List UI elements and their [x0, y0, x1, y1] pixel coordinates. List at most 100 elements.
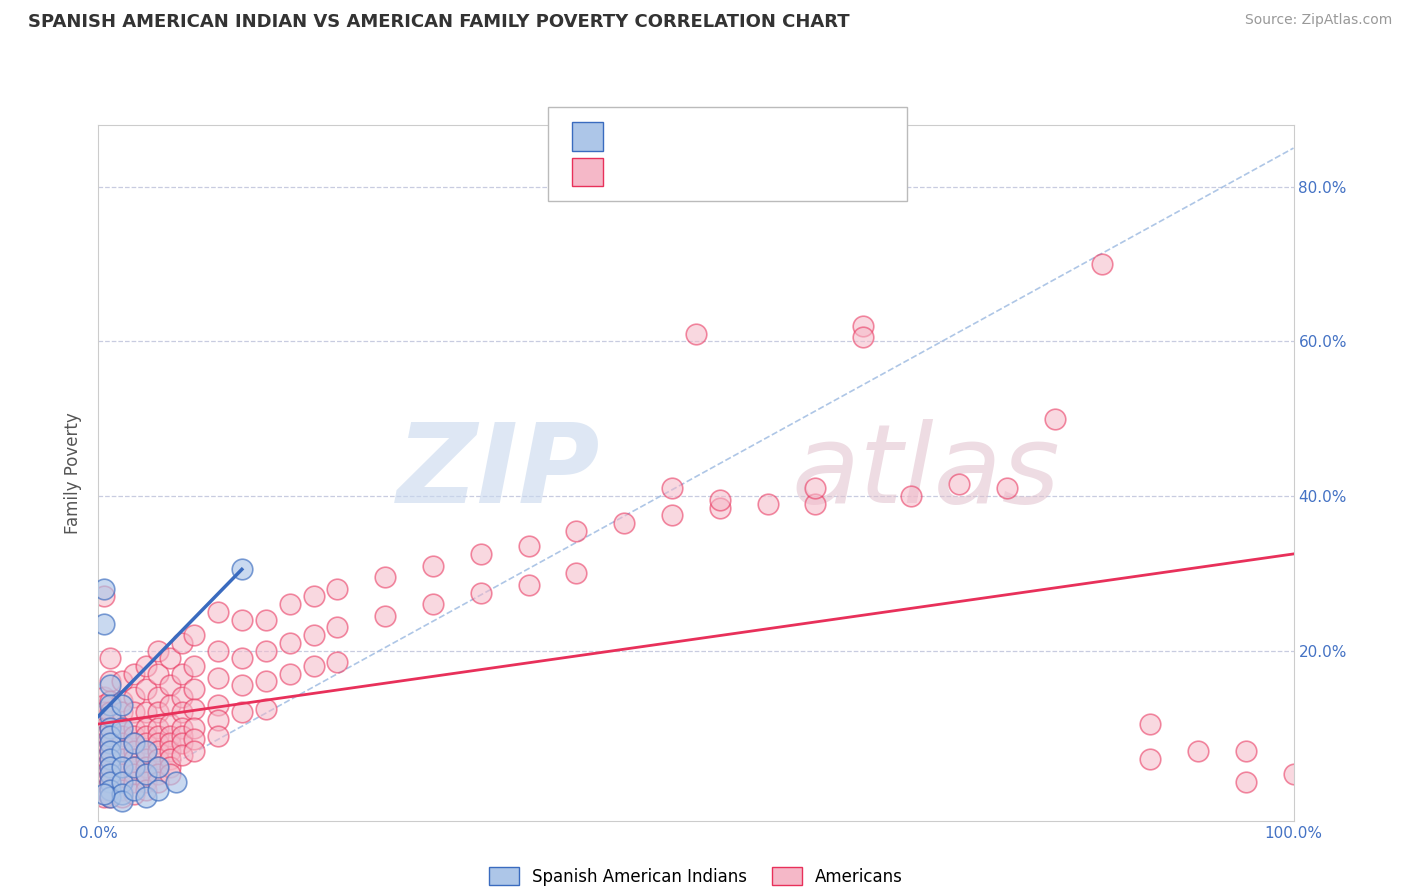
Point [135, 721, 157, 735]
Point [278, 636, 301, 650]
Point [207, 605, 229, 619]
Point [135, 744, 157, 758]
Text: N =: N = [718, 163, 755, 181]
Point [1234, 775, 1257, 789]
Point [148, 759, 170, 773]
Point [148, 643, 170, 657]
Point [124, 666, 146, 681]
Point [93, 752, 115, 766]
Point [148, 729, 170, 743]
Point [565, 524, 588, 538]
Text: 160: 160 [751, 163, 786, 181]
Legend: Spanish American Indians, Americans: Spanish American Indians, Americans [482, 861, 910, 892]
Point [756, 497, 779, 511]
Text: R =: R = [614, 163, 651, 181]
Point [470, 585, 492, 599]
Point [124, 736, 146, 750]
Point [852, 318, 875, 333]
Point [948, 477, 970, 491]
Point [98, 694, 122, 708]
Point [613, 516, 636, 530]
Point [709, 492, 731, 507]
Point [165, 775, 187, 789]
Point [183, 732, 205, 747]
Point [93, 729, 115, 743]
Point [98, 729, 122, 743]
Point [93, 787, 115, 801]
Point [98, 767, 122, 781]
Point [159, 759, 181, 773]
Point [111, 752, 134, 766]
Point [172, 706, 194, 720]
Point [207, 643, 229, 657]
Point [900, 489, 922, 503]
Point [183, 628, 205, 642]
Point [231, 706, 253, 720]
Point [1139, 752, 1161, 766]
Point [302, 590, 325, 604]
Point [148, 767, 170, 781]
Point [565, 566, 588, 581]
Point [124, 690, 146, 704]
Point [231, 562, 253, 576]
Point [159, 736, 181, 750]
Point [98, 759, 122, 773]
Point [172, 636, 194, 650]
Point [183, 721, 205, 735]
Point [148, 666, 170, 681]
Point [93, 690, 115, 704]
Point [422, 597, 444, 611]
Point [93, 790, 115, 805]
Point [159, 678, 181, 692]
Point [98, 775, 122, 789]
Point [374, 570, 396, 584]
Point [135, 767, 157, 781]
Point [685, 326, 707, 341]
Text: SPANISH AMERICAN INDIAN VS AMERICAN FAMILY POVERTY CORRELATION CHART: SPANISH AMERICAN INDIAN VS AMERICAN FAMI… [28, 13, 849, 31]
Point [98, 678, 122, 692]
Point [326, 620, 349, 634]
Point [422, 558, 444, 573]
Point [1043, 411, 1066, 425]
Point [124, 729, 146, 743]
Point [302, 659, 325, 673]
Point [709, 500, 731, 515]
Point [172, 721, 194, 735]
Point [183, 744, 205, 758]
Point [517, 578, 540, 592]
Point [98, 752, 122, 766]
Point [98, 736, 122, 750]
Point [159, 744, 181, 758]
Point [111, 721, 134, 735]
Point [124, 752, 146, 766]
Point [804, 497, 827, 511]
Point [124, 759, 146, 773]
Text: Source: ZipAtlas.com: Source: ZipAtlas.com [1244, 13, 1392, 28]
Point [326, 582, 349, 596]
Point [517, 539, 540, 553]
Point [93, 590, 115, 604]
Point [172, 690, 194, 704]
Point [135, 744, 157, 758]
Point [1091, 257, 1114, 271]
Point [124, 782, 146, 797]
Point [159, 717, 181, 731]
Point [135, 706, 157, 720]
Point [148, 775, 170, 789]
Point [159, 729, 181, 743]
Point [124, 744, 146, 758]
Point [93, 767, 115, 781]
Point [1234, 744, 1257, 758]
Text: 33: 33 [751, 128, 775, 145]
Point [254, 643, 277, 657]
Point [159, 767, 181, 781]
Point [148, 690, 170, 704]
Point [98, 721, 122, 735]
Point [111, 759, 134, 773]
Point [135, 767, 157, 781]
Point [661, 508, 683, 523]
Text: 0.279: 0.279 [645, 128, 699, 145]
Point [111, 694, 134, 708]
Point [183, 701, 205, 715]
Point [135, 729, 157, 743]
